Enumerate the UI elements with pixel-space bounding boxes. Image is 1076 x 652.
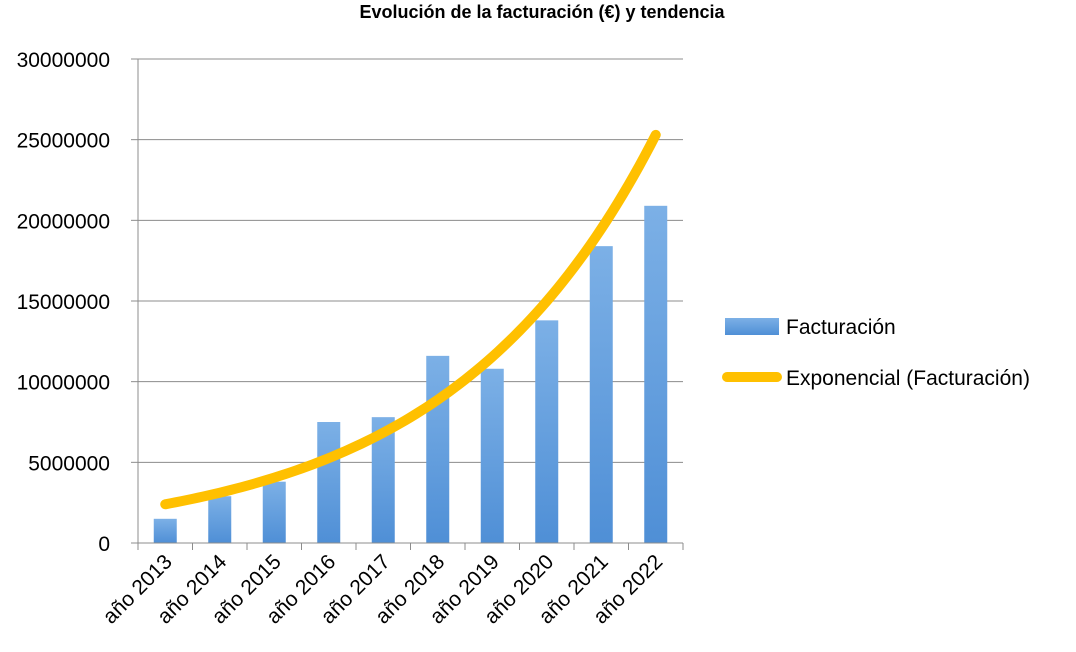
chart-title: Evolución de la facturación (€) y tenden…: [359, 2, 725, 22]
bar: [371, 417, 395, 543]
bar: [644, 205, 668, 543]
bar: [589, 246, 613, 543]
legend: Facturación Exponencial (Facturación): [722, 316, 1030, 390]
legend-swatch-facturacion: [725, 318, 779, 335]
bar: [208, 496, 232, 543]
bar: [262, 481, 286, 543]
bar: [317, 422, 341, 543]
legend-label-facturacion: Facturación: [786, 316, 896, 339]
trend-line: [160, 129, 661, 510]
y-tick-label: 15000000: [17, 291, 110, 314]
bar: [535, 320, 559, 543]
axes: [137, 59, 684, 550]
bar: [153, 518, 177, 543]
bar: [426, 355, 450, 543]
y-tick-label: 5000000: [28, 452, 110, 475]
y-tick-label: 25000000: [17, 130, 110, 153]
y-tick-label: 10000000: [17, 372, 110, 395]
y-tick-label: 30000000: [17, 49, 110, 72]
y-tick-label: 0: [98, 533, 110, 556]
trend-series: [160, 129, 661, 510]
y-tick-label: 20000000: [17, 210, 110, 233]
y-tick-labels: 0 5000000 10000000 15000000 20000000 25000000…: [17, 49, 110, 556]
bar: [480, 368, 504, 543]
legend-label-exponencial: Exponencial (Facturación): [786, 367, 1030, 390]
